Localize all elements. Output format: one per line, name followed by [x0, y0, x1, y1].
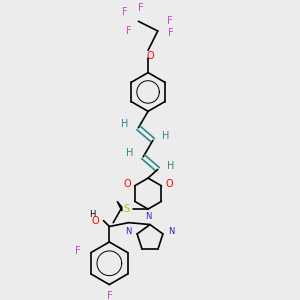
Text: F: F	[122, 7, 128, 16]
Text: S: S	[124, 204, 130, 214]
Text: H: H	[167, 160, 174, 170]
Text: H: H	[89, 210, 95, 219]
Polygon shape	[117, 201, 122, 211]
Text: O: O	[165, 179, 173, 189]
Text: F: F	[167, 16, 172, 26]
Text: H: H	[126, 148, 134, 158]
Text: F: F	[106, 291, 112, 300]
Text: F: F	[169, 28, 174, 38]
Text: F: F	[74, 246, 80, 256]
Text: H: H	[162, 131, 169, 142]
Text: F: F	[126, 26, 131, 36]
Text: N: N	[125, 226, 132, 236]
Text: N: N	[145, 212, 151, 221]
Text: H: H	[121, 119, 128, 129]
Text: O: O	[146, 51, 154, 61]
Text: F: F	[137, 3, 143, 13]
Text: O: O	[123, 179, 131, 189]
Text: O: O	[92, 216, 100, 226]
Text: N: N	[168, 226, 175, 236]
